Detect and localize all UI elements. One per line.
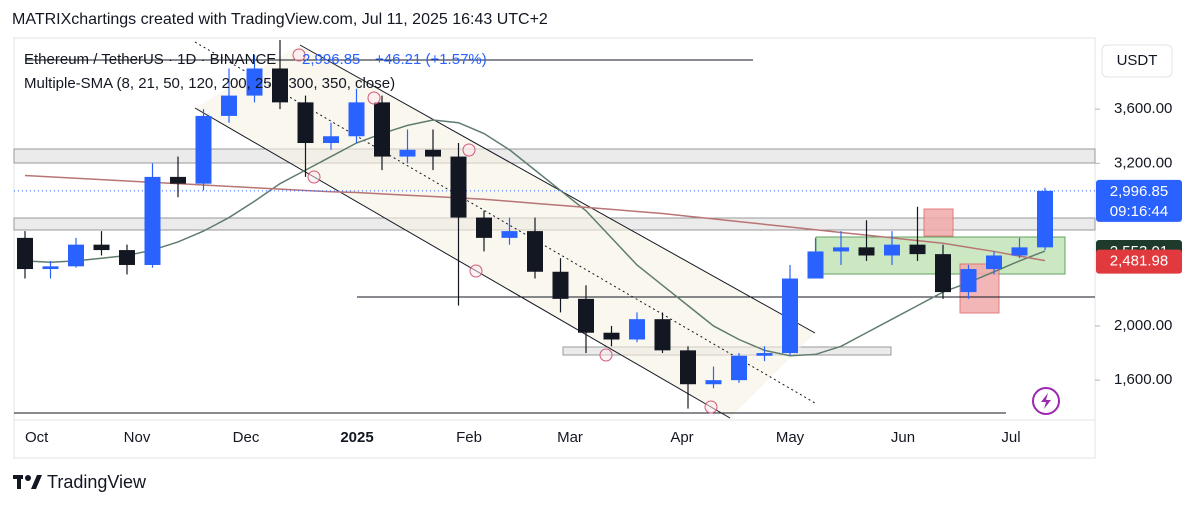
candle-body bbox=[731, 355, 747, 381]
y-tick-label: 3,600.00 bbox=[1114, 100, 1172, 117]
candle-body bbox=[476, 217, 492, 238]
price-label: 2,996.85 bbox=[1110, 183, 1168, 200]
candle-body bbox=[782, 278, 798, 354]
candle-body bbox=[807, 251, 824, 279]
x-tick-label: Oct bbox=[25, 429, 49, 446]
candle-body bbox=[986, 255, 1002, 270]
x-tick-label: Jun bbox=[891, 429, 915, 446]
y-tick-label: 1,600.00 bbox=[1114, 371, 1172, 388]
x-tick-label: 2025 bbox=[340, 429, 373, 446]
candle-body bbox=[935, 254, 951, 293]
pivot-circles bbox=[292, 48, 718, 414]
candle-body bbox=[323, 136, 339, 144]
candle-body bbox=[603, 332, 620, 340]
countdown: 09:16:44 bbox=[1110, 203, 1168, 220]
red-box bbox=[923, 208, 954, 237]
price-label-box bbox=[1096, 179, 1182, 222]
candle-body bbox=[858, 247, 875, 256]
candle-body bbox=[68, 244, 84, 267]
candle-body bbox=[42, 266, 59, 270]
candle-body bbox=[1011, 247, 1028, 256]
pivot bbox=[307, 170, 321, 184]
ma-line bbox=[24, 174, 1046, 262]
indicator-legend: Multiple-SMA (8, 21, 50, 120, 200, 250, … bbox=[24, 75, 395, 92]
candle-body bbox=[909, 244, 926, 255]
candle-body bbox=[399, 149, 416, 157]
candle-body bbox=[144, 176, 161, 265]
candle-body bbox=[170, 176, 186, 184]
x-tick-label: Dec bbox=[233, 429, 260, 446]
y-tick-label: 3,200.00 bbox=[1114, 154, 1172, 171]
candle-body bbox=[756, 353, 773, 356]
currency-box[interactable] bbox=[1101, 44, 1173, 78]
candle-body bbox=[297, 102, 314, 144]
logo bbox=[13, 475, 42, 489]
pivot bbox=[704, 400, 718, 414]
candle-body bbox=[221, 95, 237, 116]
legend-price: 2,996.85 bbox=[302, 51, 360, 68]
candle-body bbox=[705, 380, 722, 385]
candle-body bbox=[246, 68, 263, 96]
price-label: 2,481.98 bbox=[1110, 253, 1168, 270]
pivot bbox=[292, 48, 306, 62]
ma-line bbox=[24, 119, 1046, 357]
bolt-icon bbox=[1041, 393, 1051, 409]
candle-body bbox=[450, 156, 467, 218]
candle-body bbox=[629, 319, 645, 340]
pivot bbox=[367, 91, 381, 105]
logo-part bbox=[25, 475, 31, 481]
footer-brand: TradingView bbox=[47, 472, 147, 492]
candle-body bbox=[552, 271, 569, 299]
zone bbox=[13, 148, 1096, 164]
pivot bbox=[599, 348, 613, 362]
candle-body bbox=[374, 102, 390, 157]
x-tick-label: Apr bbox=[670, 429, 693, 446]
candle-body bbox=[93, 244, 110, 251]
x-tick-label: Feb bbox=[456, 429, 482, 446]
plot bbox=[14, 40, 1095, 409]
candle-body bbox=[527, 231, 543, 272]
x-tick-label: Mar bbox=[557, 429, 583, 446]
x-tick-label: Nov bbox=[124, 429, 151, 446]
x-tick-label: May bbox=[776, 429, 805, 446]
candle-body bbox=[1037, 190, 1053, 248]
candle-body bbox=[833, 247, 849, 252]
candle-body bbox=[501, 231, 518, 238]
y-tick-label: 2,000.00 bbox=[1114, 317, 1172, 334]
candle-body bbox=[17, 237, 33, 270]
x-tick-label: Jul bbox=[1001, 429, 1020, 446]
candle-body bbox=[884, 244, 900, 256]
symbol: Ethereum / TetherUS · 1D · BINANCE bbox=[24, 51, 276, 68]
pivot bbox=[469, 264, 483, 278]
currency: USDT bbox=[1117, 52, 1158, 69]
channel-line bbox=[194, 107, 731, 419]
logo-part bbox=[17, 475, 21, 489]
candle-body bbox=[348, 102, 365, 137]
candle-body bbox=[680, 350, 696, 385]
candle-body bbox=[654, 319, 671, 351]
price-label-box bbox=[1096, 249, 1182, 274]
candle-body bbox=[119, 250, 135, 265]
attribution: MATRIXchartings created with TradingView… bbox=[12, 11, 548, 28]
candle-body bbox=[195, 115, 212, 184]
logo-part bbox=[31, 475, 42, 489]
pivot bbox=[462, 143, 476, 157]
candle-body bbox=[425, 149, 441, 157]
candle-body bbox=[578, 298, 594, 333]
candle-body bbox=[960, 269, 977, 293]
legend-change: +46.21 (+1.57%) bbox=[375, 51, 487, 68]
candle-body bbox=[272, 68, 288, 103]
